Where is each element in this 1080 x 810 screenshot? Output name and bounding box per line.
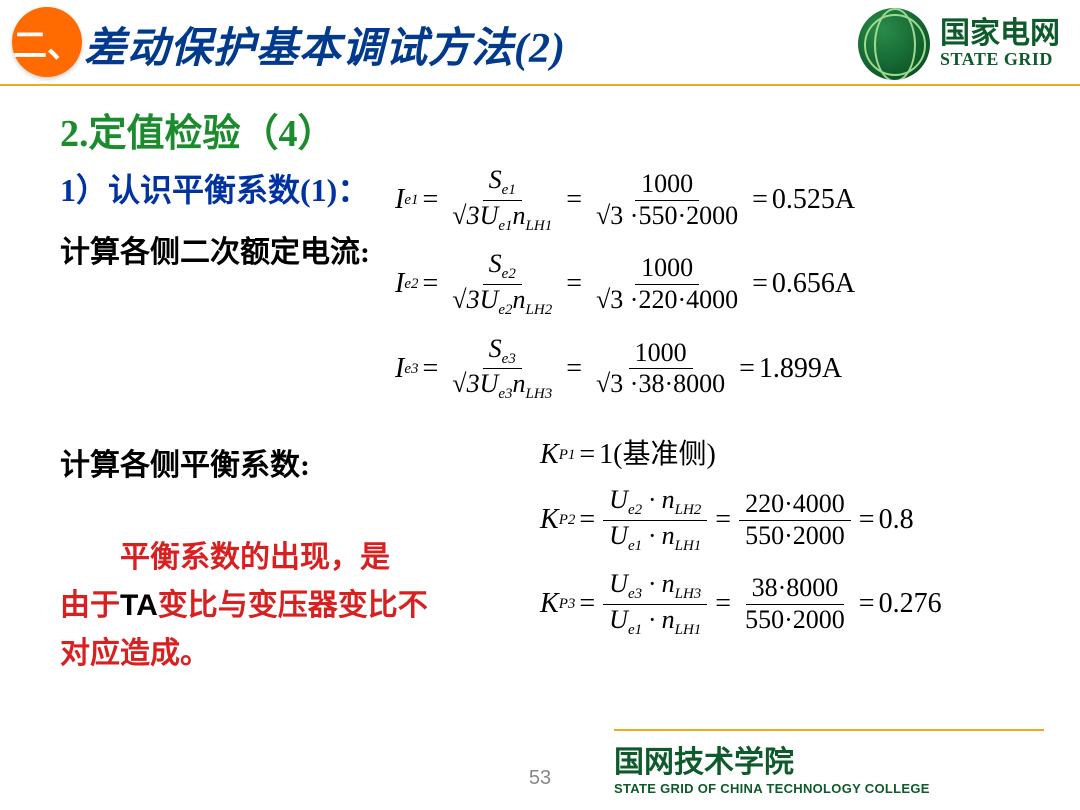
brand-en: STATE GRID [940,49,1060,70]
brand-logo-area: 国家电网 STATE GRID [858,8,1060,80]
brand-cn: 国家电网 [940,19,1060,49]
formula-block-currents: Ie1 = Se1√3Ue1nLH1 = 1000√3 ·550·2000 =0… [395,165,855,418]
footer-brand: 国网技术学院 STATE GRID OF CHINA TECHNOLOGY CO… [614,729,1044,796]
page-number: 53 [529,767,551,790]
formula-kp2: KP2 = Ue2 · nLH2Ue1 · nLH1 = 220·4000550… [540,485,1050,555]
formula-kp3: KP3 = Ue3 · nLH3Ue1 · nLH1 = 38·8000550·… [540,569,1050,639]
calc-label-1: 计算各侧二次额定电流: [60,227,395,271]
slide-content: 2.定值检验（4） 1）认识平衡系数(1)： 计算各侧二次额定电流: Ie1 =… [0,86,1080,678]
formula-block-balance: KP1 =1(基准侧) KP2 = Ue2 · nLH2Ue1 · nLH1 =… [540,440,1050,678]
footer-brand-en: STATE GRID OF CHINA TECHNOLOGY COLLEGE [614,781,1044,796]
footer-brand-cn: 国网技术学院 [614,737,1044,781]
formula-ie2: Ie2 = Se2√3Ue2nLH2 = 1000√3 ·220·4000 =0… [395,249,855,319]
slide-header: 二、 差动保护基本调试方法(2) 国家电网 STATE GRID [0,0,1080,86]
formula-kp1: KP1 =1(基准侧) [540,440,1050,471]
brand-text: 国家电网 STATE GRID [940,19,1060,70]
formula-ie1: Ie1 = Se1√3Ue1nLH1 = 1000√3 ·550·2000 =0… [395,165,855,235]
calc-label-2: 计算各侧平衡系数: [60,440,500,484]
heading-level-2: 2.定值检验（4） [60,102,1050,157]
heading-level-3: 1）认识平衡系数(1)： [60,165,395,211]
state-grid-logo-icon [858,8,930,80]
section-badge: 二、 [12,7,82,77]
slide-title: 差动保护基本调试方法(2) [84,14,566,75]
formula-ie3: Ie3 = Se3√3Ue3nLH3 = 1000√3 ·38·8000 =1.… [395,334,855,404]
explanation-note: 平衡系数的出现，是 由于TA变比与变压器变比不 对应造成。 [60,534,500,678]
